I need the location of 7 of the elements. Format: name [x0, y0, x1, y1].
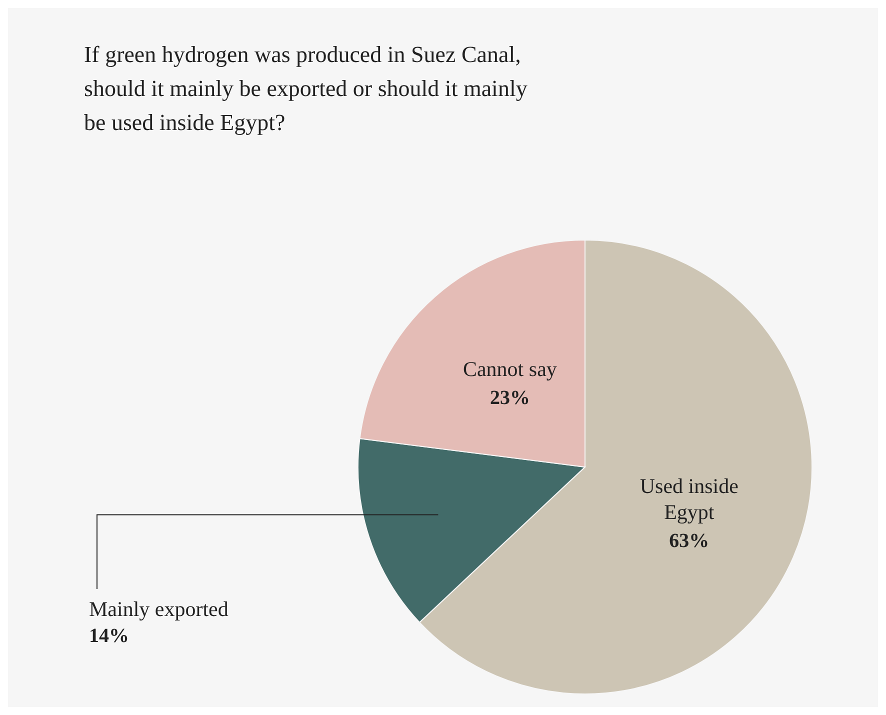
slice-label: Cannot say — [462, 356, 558, 381]
data-label: 63% — [669, 530, 710, 552]
slice-label: Mainly exported — [89, 597, 229, 621]
data-label: 14% — [89, 625, 129, 647]
slice-label: Used inside Egypt — [640, 474, 738, 524]
chart-title: If green hydrogen was produced in Suez Canal, should it mainly be exported or should it mainly be used inside Egypt? — [84, 42, 528, 135]
data-label: 23% — [490, 386, 530, 409]
